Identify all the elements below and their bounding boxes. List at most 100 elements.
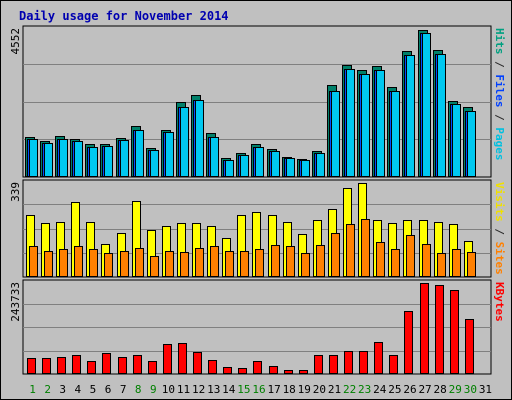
- bar-hits-pages-7: [120, 140, 129, 177]
- bar-kbytes-kbytes-26: [404, 311, 413, 374]
- bar-visits-sites-24: [376, 242, 385, 277]
- bar-hits-pages-1: [29, 139, 38, 177]
- bar-kbytes-kbytes-2: [42, 358, 51, 374]
- x-tick-label-29: 29: [449, 383, 462, 396]
- bar-hits-pages-6: [104, 146, 113, 177]
- bar-hits-pages-21: [331, 91, 340, 177]
- x-tick-label-11: 11: [177, 383, 190, 396]
- bar-kbytes-kbytes-22: [344, 351, 353, 374]
- bar-kbytes-kbytes-12: [193, 352, 202, 374]
- x-tick-label-27: 27: [418, 383, 431, 396]
- bar-hits-pages-25: [391, 91, 400, 177]
- bar-hits-pages-28: [437, 54, 446, 177]
- bar-hits-pages-5: [89, 147, 98, 177]
- bar-kbytes-kbytes-28: [435, 285, 444, 374]
- bar-visits-sites-15: [240, 251, 249, 277]
- x-tick-label-23: 23: [358, 383, 371, 396]
- bar-kbytes-kbytes-15: [238, 368, 247, 374]
- bar-hits-pages-13: [210, 137, 219, 177]
- axis-label-part: /: [493, 108, 506, 128]
- x-tick-label-10: 10: [162, 383, 175, 396]
- axis-label-hits: Hits / Files / Pages: [493, 28, 506, 161]
- bar-visits-sites-20: [316, 245, 325, 277]
- bar-visits-sites-6: [104, 253, 113, 277]
- bar-visits-sites-14: [225, 251, 234, 277]
- bar-visits-sites-1: [29, 246, 38, 277]
- bar-visits-sites-22: [346, 224, 355, 277]
- x-tick-label-17: 17: [267, 383, 280, 396]
- x-tick-label-22: 22: [343, 383, 356, 396]
- bar-kbytes-kbytes-27: [420, 283, 429, 374]
- x-tick-label-24: 24: [373, 383, 387, 396]
- y-max-label-hits: 4552: [9, 28, 22, 55]
- bar-hits-pages-16: [255, 147, 264, 177]
- bar-visits-sites-3: [59, 249, 68, 277]
- axis-label-visits: Visits / Sites: [493, 182, 506, 275]
- bar-visits-sites-25: [391, 249, 400, 277]
- bar-kbytes-kbytes-4: [72, 355, 81, 374]
- bar-kbytes-kbytes-6: [102, 353, 111, 374]
- axis-label-part: Hits: [493, 28, 506, 55]
- bar-hits-pages-27: [422, 33, 431, 177]
- bar-hits-pages-20: [316, 153, 325, 177]
- x-tick-label-3: 3: [59, 383, 66, 396]
- bar-visits-sites-19: [301, 253, 310, 277]
- bar-hits-pages-8: [135, 130, 144, 177]
- bar-hits-pages-23: [361, 74, 370, 177]
- bar-hits-pages-24: [376, 70, 385, 177]
- bar-visits-sites-8: [135, 248, 144, 277]
- panel-hits: 4552 Hits / Files / Pages: [9, 25, 506, 178]
- series-sites: [29, 219, 476, 277]
- bar-hits-pages-19: [301, 160, 310, 177]
- bar-hits-pages-22: [346, 69, 355, 177]
- bar-kbytes-kbytes-10: [163, 344, 172, 374]
- bar-hits-pages-18: [286, 158, 295, 177]
- y-max-label-kbytes: 243733: [9, 282, 22, 322]
- x-tick-label-28: 28: [434, 383, 447, 396]
- bar-visits-sites-30: [467, 252, 476, 277]
- bar-kbytes-kbytes-11: [178, 343, 187, 374]
- x-tick-label-16: 16: [252, 383, 265, 396]
- bar-visits-sites-11: [180, 252, 189, 277]
- axis-label-part: Sites: [493, 242, 506, 275]
- axis-label-kbytes: KBytes: [493, 282, 506, 322]
- bar-hits-pages-12: [195, 100, 204, 177]
- bar-visits-sites-27: [422, 244, 431, 277]
- x-tick-label-26: 26: [403, 383, 416, 396]
- x-tick-label-4: 4: [75, 383, 82, 396]
- bar-kbytes-kbytes-3: [57, 357, 66, 374]
- x-tick-label-19: 19: [298, 383, 311, 396]
- x-tick-label-5: 5: [90, 383, 97, 396]
- bar-hits-pages-15: [240, 155, 249, 177]
- bar-hits-pages-30: [467, 111, 476, 177]
- bar-kbytes-kbytes-17: [269, 366, 278, 374]
- x-tick-label-7: 7: [120, 383, 127, 396]
- axis-label-part: /: [493, 55, 506, 75]
- bar-visits-sites-28: [437, 253, 446, 277]
- x-tick-label-13: 13: [207, 383, 220, 396]
- x-tick-label-31: 31: [479, 383, 492, 396]
- x-tick-label-8: 8: [135, 383, 142, 396]
- bar-hits-pages-2: [44, 143, 53, 177]
- bar-visits-sites-2: [44, 251, 53, 277]
- bar-kbytes-kbytes-13: [208, 360, 217, 374]
- x-tick-label-15: 15: [237, 383, 250, 396]
- series-kbytes: [27, 283, 474, 374]
- bar-kbytes-kbytes-14: [223, 367, 232, 374]
- bar-kbytes-kbytes-20: [314, 355, 323, 374]
- bar-visits-sites-9: [150, 256, 159, 277]
- bar-visits-sites-4: [74, 246, 83, 277]
- bar-visits-sites-13: [210, 246, 219, 277]
- bar-kbytes-kbytes-30: [465, 319, 474, 374]
- bar-visits-sites-23: [361, 219, 370, 277]
- bar-kbytes-kbytes-29: [450, 290, 459, 374]
- bar-hits-pages-11: [180, 107, 189, 177]
- panel-kbytes: 243733 KBytes: [9, 279, 506, 375]
- bar-visits-sites-10: [165, 251, 174, 277]
- bar-kbytes-kbytes-18: [284, 370, 293, 374]
- x-tick-label-18: 18: [283, 383, 296, 396]
- bar-kbytes-kbytes-23: [359, 351, 368, 374]
- bar-kbytes-kbytes-25: [389, 355, 398, 374]
- panel-visits: 339 Visits / Sites: [9, 179, 506, 278]
